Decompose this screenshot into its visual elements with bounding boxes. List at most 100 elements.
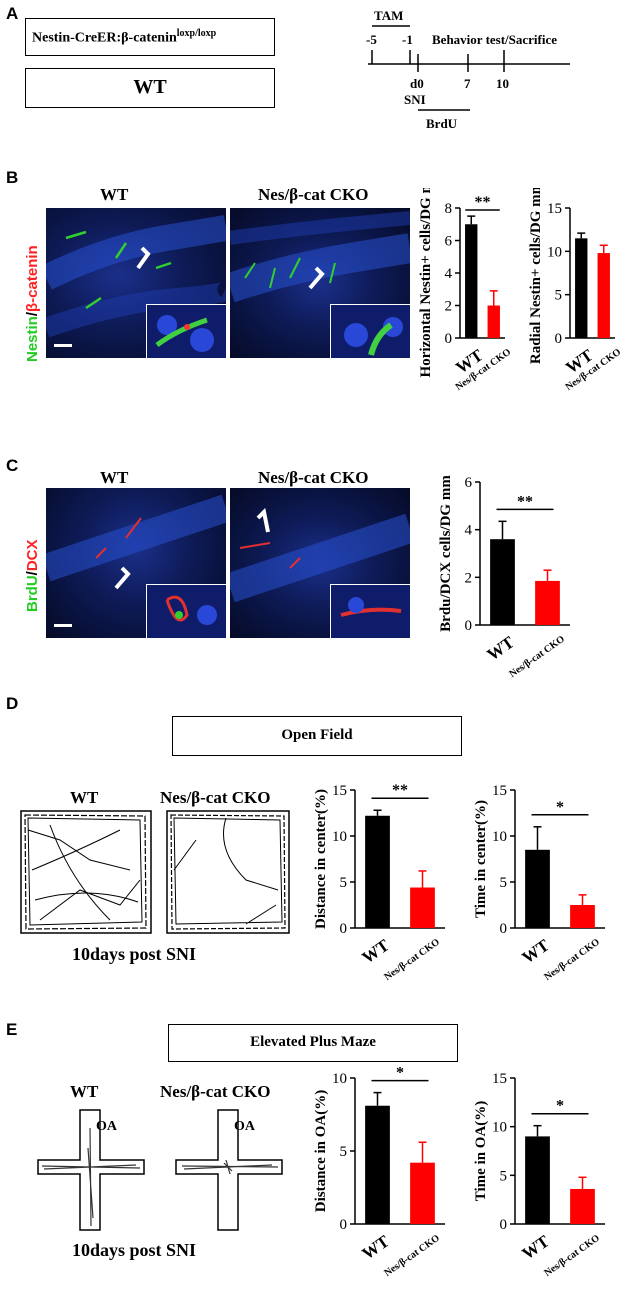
timeline-d7-label: 7	[464, 76, 471, 91]
y-tick-label: 10	[492, 1120, 507, 1136]
category-label-cko: Nes/β-cat CKO	[507, 634, 567, 680]
category-label-wt: WT	[484, 632, 519, 664]
arrow-icon	[114, 566, 131, 590]
significance-marker: **	[392, 782, 408, 799]
y-axis-label: Distance in OA(%)	[313, 1090, 329, 1213]
bar-wt	[465, 224, 478, 338]
y-axis-label: Horizontal Nestin+ cells/DG mm	[418, 188, 434, 377]
category-label-wt: WT	[519, 1231, 554, 1263]
y-tick-label: 0	[445, 331, 453, 347]
y-tick-label: 4	[465, 523, 473, 539]
epm-track-wt: OA	[37, 1109, 145, 1231]
category-label-cko: Nes/β-cat CKO	[382, 1233, 442, 1279]
y-axis-label: Time in OA(%)	[473, 1101, 489, 1202]
genotype-text: Nestin-CreER:β-catenin	[32, 30, 177, 46]
y-tick-label: 5	[340, 1144, 348, 1160]
bar-cko	[535, 580, 560, 625]
oa-label-cko: OA	[234, 1119, 256, 1134]
stain-label-c: BrdU/DCX	[24, 539, 41, 612]
timeline-tick-minus1: -1	[402, 32, 413, 47]
arrow-icon	[136, 246, 151, 270]
y-tick-label: 0	[340, 1217, 348, 1233]
open-field-track-cko	[166, 810, 290, 934]
bar-wt	[575, 238, 588, 338]
y-tick-label: 15	[492, 783, 507, 799]
bar-cko	[570, 905, 595, 928]
y-tick-label: 4	[445, 266, 453, 282]
image-title-b-cko: Nes/β-cat CKO	[258, 185, 369, 204]
inset-c-cko	[330, 584, 410, 638]
y-tick-label: 15	[547, 201, 562, 217]
bar-cko	[597, 253, 610, 338]
y-tick-label: 0	[500, 921, 508, 937]
track-title-d-wt: WT	[70, 788, 99, 807]
panel-letter-e: E	[6, 1020, 18, 1039]
micrograph-c-cko	[230, 488, 410, 638]
category-label-cko: Nes/β-cat CKO	[542, 937, 602, 983]
epm-track-cko: OA	[175, 1109, 283, 1231]
stain-dcx: DCX	[24, 539, 41, 572]
significance-marker: *	[556, 1098, 564, 1115]
panel-letter-b: B	[6, 168, 19, 187]
genotype-label: Nestin-CreER:β-cateninloxp/loxp	[32, 28, 216, 47]
y-tick-label: 10	[332, 1071, 347, 1087]
y-tick-label: 0	[465, 618, 473, 634]
arrow-icon	[308, 266, 325, 290]
y-tick-label: 10	[547, 244, 562, 260]
stain-nestin: Nestin	[24, 316, 41, 362]
panel-letter-c: C	[6, 456, 19, 475]
bar-cko	[410, 887, 435, 928]
y-axis-label: Brdu/DCX cells/DG mm	[438, 475, 454, 632]
open-field-title-box: Open Field	[172, 716, 462, 756]
significance-marker: *	[396, 1066, 404, 1082]
micrograph-b-cko	[230, 208, 410, 358]
inset-b-cko	[330, 304, 410, 358]
stain-brdu: BrdU	[24, 575, 41, 612]
timeline-behavior-label: Behavior test/Sacrifice	[432, 32, 557, 47]
image-title-b-wt: WT	[100, 185, 129, 204]
panel-letter-d: D	[6, 694, 19, 713]
stain-sep-c: /	[24, 571, 41, 576]
bar-wt	[490, 539, 515, 625]
timeline-brdu-label: BrdU	[426, 116, 458, 131]
bar-wt	[365, 815, 390, 928]
timeline-d10-label: 10	[496, 76, 509, 91]
category-label-wt: WT	[519, 935, 554, 967]
epm-title: Elevated Plus Maze	[250, 1034, 376, 1050]
image-title-c-cko: Nes/β-cat CKO	[258, 468, 369, 487]
category-label-cko: Nes/β-cat CKO	[542, 1233, 602, 1279]
bar-wt	[365, 1105, 390, 1224]
track-title-e-cko: Nes/β-cat CKO	[160, 1082, 271, 1101]
bar-wt	[525, 1136, 550, 1224]
y-axis-label: Radial Nestin+ cells/DG mm	[528, 188, 544, 364]
inset-b-wt	[146, 304, 226, 358]
y-tick-label: 2	[445, 299, 453, 315]
stain-label-b: Nestin/β-catenin	[24, 245, 41, 362]
wt-box: WT	[25, 68, 275, 108]
significance-marker: **	[517, 493, 533, 510]
stain-sep-b: /	[24, 311, 41, 317]
y-tick-label: 5	[555, 288, 563, 304]
y-tick-label: 5	[340, 875, 348, 891]
micrograph-b-wt	[46, 208, 226, 358]
oa-label-wt: OA	[96, 1119, 118, 1134]
track-title-d-cko: Nes/β-cat CKO	[160, 788, 271, 807]
y-tick-label: 5	[500, 1168, 508, 1184]
timeline-tick-minus5: -5	[366, 32, 377, 47]
bar-cko	[410, 1162, 435, 1224]
category-label-wt: WT	[359, 935, 394, 967]
track-title-e-wt: WT	[70, 1082, 99, 1101]
category-label-cko: Nes/β-cat CKO	[382, 937, 442, 983]
y-tick-label: 10	[332, 829, 347, 845]
significance-marker: **	[475, 194, 491, 211]
genotype-box: Nestin-CreER:β-cateninloxp/loxp	[25, 18, 275, 56]
bar-cko	[570, 1188, 595, 1224]
y-tick-label: 5	[500, 875, 508, 891]
